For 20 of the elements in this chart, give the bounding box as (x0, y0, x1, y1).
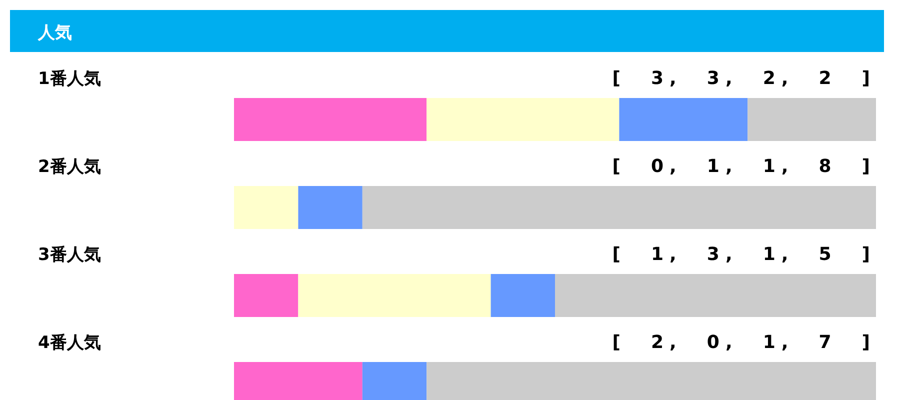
bar (234, 98, 427, 141)
annotation: [ 2, 0, 1, 7 ] (612, 332, 876, 353)
annotation: [ 0, 1, 1, 8 ] (612, 156, 876, 177)
bar (426, 98, 620, 141)
bar (298, 274, 491, 317)
bar (748, 98, 876, 141)
bar (362, 186, 876, 229)
y-tick-label: 4番人気 (38, 333, 101, 353)
annotation: [ 1, 3, 1, 5 ] (612, 244, 876, 265)
bar (555, 274, 876, 317)
y-tick-label: 2番人気 (38, 157, 101, 177)
y-tick-label: 1番人気 (38, 69, 101, 89)
bar (298, 186, 362, 229)
y-tick-label: 3番人気 (38, 245, 101, 265)
bar (234, 186, 298, 229)
text: 人気 (37, 23, 72, 43)
bar (619, 98, 748, 141)
bar (234, 274, 298, 317)
annotation: [ 3, 3, 2, 2 ] (612, 68, 876, 89)
bar (490, 274, 555, 317)
